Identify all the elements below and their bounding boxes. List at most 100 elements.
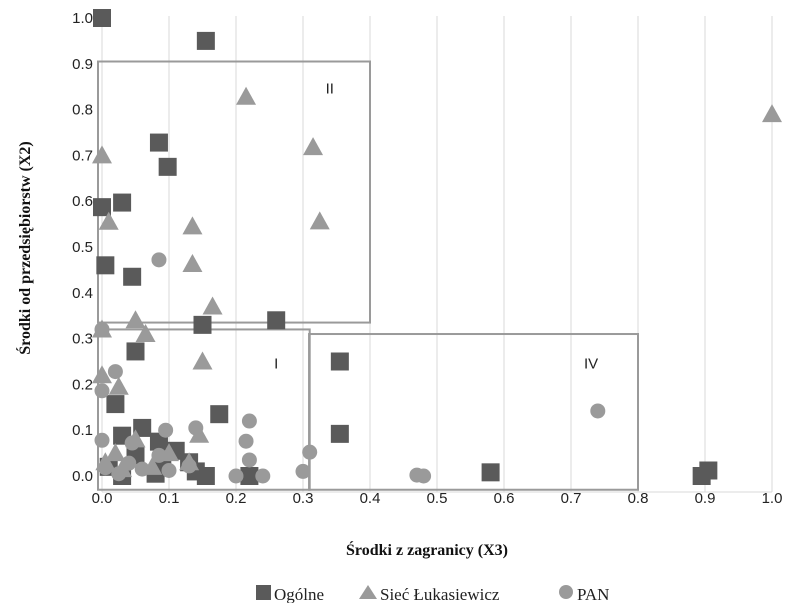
point-ogolne [133,418,152,437]
x-tick-label: 0.6 [494,490,515,507]
point-ogolne [123,267,142,286]
y-tick-label: 0.8 [72,102,93,119]
point-ogolne [267,311,286,330]
point-lukasiewicz [182,216,203,235]
legend: Ogólne Sieć Łukasiewicz PAN [256,585,609,603]
x-tick-label: 0.4 [360,490,381,507]
y-tick-label: 0.5 [72,239,93,256]
x-tick-label: 1.0 [762,490,783,507]
grid-lines [101,16,773,493]
y-tick-label: 0.4 [72,285,93,302]
point-lukasiewicz [135,324,156,343]
point-pan [94,321,110,337]
point-pan [255,468,271,484]
point-ogolne [240,467,259,485]
x-tick-label: 0.5 [427,490,448,507]
point-lukasiewicz [309,211,330,230]
x-tick-label: 0.7 [561,490,582,507]
point-ogolne [196,467,215,485]
point-pan [94,432,110,448]
point-pan [241,413,257,429]
point-lukasiewicz [236,86,257,105]
point-lukasiewicz [92,365,112,384]
point-pan [302,444,318,460]
point-ogolne [330,352,349,371]
point-ogolne [196,31,215,50]
point-pan [94,383,110,399]
point-ogolne [93,9,111,27]
point-pan [124,435,140,451]
legend-label-lukasiewicz: Sieć Łukasiewicz [380,585,500,603]
point-lukasiewicz [202,296,223,315]
point-pan [181,458,197,474]
point-lukasiewicz [98,211,119,230]
y-tick-label: 0.3 [72,331,93,348]
point-ogolne [193,315,212,334]
legend-label-ogolne: Ogólne [274,585,324,603]
point-ogolne [113,193,132,212]
region-label-ii: II [326,81,334,98]
point-pan [188,420,204,436]
point-pan [416,468,432,484]
x-tick-label: 0.0 [92,490,113,507]
point-ogolne [699,461,718,480]
y-tick-label: 1.0 [72,10,93,27]
legend-swatch-ogolne [256,585,271,600]
point-pan [295,463,311,479]
x-tick-label: 0.9 [695,490,716,507]
point-lukasiewicz [192,351,213,370]
point-ogolne [126,342,145,361]
point-ogolne [330,424,349,443]
region-boxes: III IV [97,60,639,491]
region-box-ii [97,60,371,324]
point-ogolne [210,405,229,424]
region-label-i: I [274,355,278,372]
point-pan [228,468,244,484]
y-tick-label: 0.6 [72,193,93,210]
point-pan [111,466,127,482]
point-lukasiewicz [92,145,112,164]
x-tick-label: 0.1 [159,490,180,507]
y-tick-label: 0.2 [72,376,93,393]
point-pan [121,455,137,471]
region-box-iv [308,333,639,491]
y-tick-label: 0.1 [72,422,93,439]
y-tick-label: 0.0 [72,468,93,485]
x-tick-label: 0.8 [628,490,649,507]
region-label-iv: IV [584,355,598,372]
point-lukasiewicz [105,443,126,462]
point-pan [161,463,177,479]
data-points [92,9,782,485]
point-ogolne [149,133,168,152]
legend-swatch-pan [559,585,573,599]
point-pan [151,447,167,463]
point-pan [158,422,174,438]
legend-swatch-lukasiewicz [359,585,377,599]
legend-label-pan: PAN [577,585,609,603]
point-pan [238,433,254,449]
point-lukasiewicz [125,310,146,329]
x-axis-title: Środki z zagranicy (X3) [346,540,508,559]
y-tick-label: 0.9 [72,56,93,73]
point-pan [134,461,150,477]
point-pan [241,452,257,468]
point-pan [97,460,113,476]
point-ogolne [96,256,115,275]
point-pan [590,403,606,419]
y-axis-title: Środki od przedsiębiorstw (X2) [15,141,34,355]
x-tick-label: 0.3 [293,490,314,507]
point-ogolne [106,395,125,414]
point-lukasiewicz [762,104,782,123]
tick-labels: 0.0 0.1 0.2 0.3 0.4 0.5 0.6 0.7 0.8 0.9 1.0 0.0 0.1 0… [72,10,782,507]
point-lukasiewicz [182,253,203,272]
point-pan [151,252,167,268]
point-lukasiewicz [303,137,324,156]
point-ogolne [481,463,500,482]
point-ogolne [93,198,111,217]
point-pan [107,364,123,380]
point-lukasiewicz [108,376,129,395]
x-tick-label: 0.2 [226,490,247,507]
y-tick-label: 0.7 [72,147,93,164]
point-ogolne [158,157,177,176]
